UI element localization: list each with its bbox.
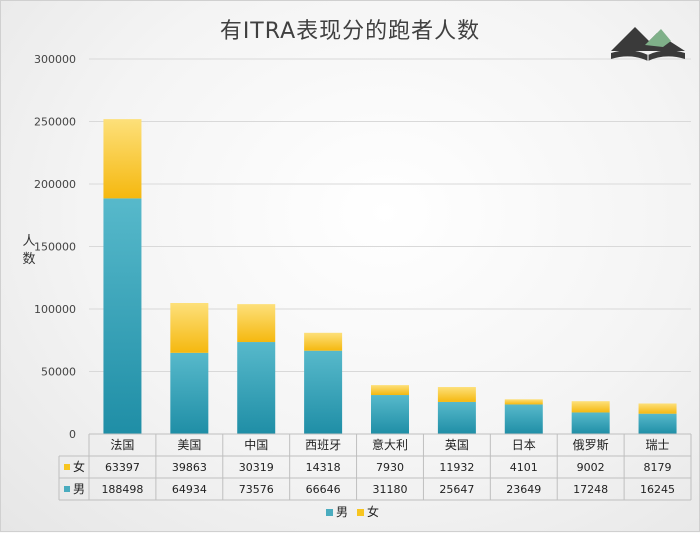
table-cell-value: 7930 — [376, 461, 404, 474]
row-legend-key — [64, 486, 70, 492]
y-tick-label: 50000 — [41, 366, 76, 379]
x-category-label: 美国 — [177, 438, 201, 452]
bar-male — [638, 413, 677, 434]
table-cell-value: 11932 — [439, 461, 474, 474]
bar-male — [304, 350, 343, 434]
table-cell-value: 64934 — [172, 483, 207, 496]
mountain-peak-green — [645, 29, 671, 47]
bar-female — [371, 385, 409, 396]
mountain-shape — [611, 27, 685, 51]
table-cell-value: 66646 — [306, 483, 341, 496]
table-cell-value: 30319 — [239, 461, 274, 474]
table-cell-value: 17248 — [573, 483, 608, 496]
row-header: 女 — [73, 459, 85, 474]
x-category-label: 西班牙 — [305, 438, 341, 452]
x-category-label: 意大利 — [372, 437, 408, 452]
mountain-book-logo — [611, 27, 685, 61]
chart-title: 有ITRA表现分的跑者人数 — [219, 19, 481, 44]
bar-male — [437, 401, 476, 434]
legend-label-male: 男 — [336, 505, 348, 519]
table-cell-value: 188498 — [101, 483, 143, 496]
legend-key-male — [326, 509, 333, 516]
table-cell-value: 63397 — [105, 461, 140, 474]
y-tick-label: 250000 — [34, 116, 76, 129]
table-cell-value: 8179 — [644, 461, 672, 474]
row-header: 男 — [73, 482, 85, 496]
x-category-label: 日本 — [512, 438, 536, 452]
table-cell-value: 73576 — [239, 483, 274, 496]
bar-female — [237, 304, 276, 343]
bar-female — [571, 401, 610, 413]
y-tick-label: 200000 — [34, 178, 76, 191]
bar-male — [504, 404, 543, 434]
table-cell-value: 9002 — [577, 461, 605, 474]
legend-key-female — [357, 509, 364, 516]
bar-female — [504, 399, 543, 405]
bar-male — [103, 198, 142, 434]
bar-female — [638, 403, 677, 414]
x-category-label: 英国 — [445, 438, 469, 452]
bar-female — [437, 387, 476, 402]
table-cell-value: 23649 — [506, 483, 541, 496]
y-tick-label: 0 — [69, 428, 76, 441]
y-tick-label: 150000 — [34, 241, 76, 254]
y-tick-label: 100000 — [34, 303, 76, 316]
x-category-label: 中国 — [244, 437, 268, 452]
table-cell-value: 31180 — [373, 483, 408, 496]
table-cell-value: 4101 — [510, 461, 538, 474]
bar-female — [304, 332, 343, 351]
bar-male — [237, 342, 276, 434]
x-category-label: 俄罗斯 — [573, 438, 609, 452]
row-legend-key — [64, 464, 70, 470]
table-cell-value: 39863 — [172, 461, 207, 474]
table-cell-value: 16245 — [640, 483, 675, 496]
table-cell-value: 25647 — [439, 483, 474, 496]
legend-label-female: 女 — [367, 504, 379, 519]
bar-female — [170, 303, 209, 353]
bar-male — [371, 395, 409, 434]
bar-male — [170, 352, 209, 434]
table-cell-value: 14318 — [306, 461, 341, 474]
x-category-label: 法国 — [110, 438, 134, 452]
y-axis-label: 人数 — [22, 234, 36, 267]
bar-female — [103, 119, 142, 199]
bar-male — [571, 412, 610, 434]
y-tick-label: 300000 — [34, 53, 76, 66]
x-category-label: 瑞士 — [646, 438, 670, 452]
